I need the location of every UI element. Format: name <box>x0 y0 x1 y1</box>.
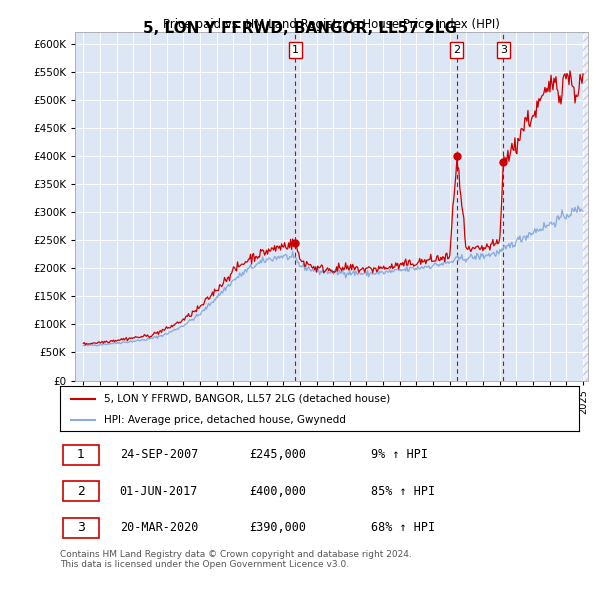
Text: 68% ↑ HPI: 68% ↑ HPI <box>371 521 436 534</box>
Text: 9% ↑ HPI: 9% ↑ HPI <box>371 448 428 461</box>
Text: £400,000: £400,000 <box>250 484 307 498</box>
Text: £245,000: £245,000 <box>250 448 307 461</box>
Bar <box>62 445 99 465</box>
Text: 1: 1 <box>292 45 299 55</box>
Text: HPI: Average price, detached house, Gwynedd: HPI: Average price, detached house, Gwyn… <box>104 415 346 425</box>
Text: 5, LON Y FFRWD, BANGOR, LL57 2LG: 5, LON Y FFRWD, BANGOR, LL57 2LG <box>143 21 457 35</box>
Text: 5, LON Y FFRWD, BANGOR, LL57 2LG (detached house): 5, LON Y FFRWD, BANGOR, LL57 2LG (detach… <box>104 394 391 404</box>
Text: 24-SEP-2007: 24-SEP-2007 <box>119 448 198 461</box>
Text: 85% ↑ HPI: 85% ↑ HPI <box>371 484 436 498</box>
Text: 2: 2 <box>77 484 85 498</box>
Text: £390,000: £390,000 <box>250 521 307 534</box>
Text: 3: 3 <box>500 45 507 55</box>
Text: 01-JUN-2017: 01-JUN-2017 <box>119 484 198 498</box>
Bar <box>62 517 99 537</box>
Title: Price paid vs. HM Land Registry's House Price Index (HPI): Price paid vs. HM Land Registry's House … <box>163 18 500 31</box>
Text: 1: 1 <box>77 448 85 461</box>
Text: Contains HM Land Registry data © Crown copyright and database right 2024.
This d: Contains HM Land Registry data © Crown c… <box>60 550 412 569</box>
Bar <box>62 481 99 501</box>
Bar <box>583 32 588 381</box>
Text: 20-MAR-2020: 20-MAR-2020 <box>119 521 198 534</box>
Text: 3: 3 <box>77 521 85 534</box>
Text: 2: 2 <box>453 45 460 55</box>
